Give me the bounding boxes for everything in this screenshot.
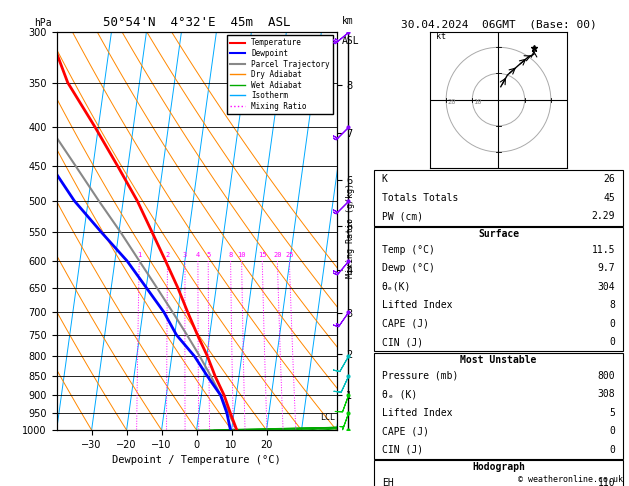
Text: 5: 5	[206, 252, 210, 258]
Text: 26: 26	[603, 174, 615, 184]
Text: Most Unstable: Most Unstable	[460, 355, 537, 364]
Text: 9.7: 9.7	[598, 263, 615, 273]
Text: Hodograph: Hodograph	[472, 462, 525, 472]
Text: Lifted Index: Lifted Index	[382, 300, 452, 310]
Text: 45: 45	[603, 193, 615, 203]
Text: CIN (J): CIN (J)	[382, 445, 423, 454]
Text: 110: 110	[598, 478, 615, 486]
Text: 10: 10	[237, 252, 246, 258]
Text: Pressure (mb): Pressure (mb)	[382, 371, 458, 381]
Text: 0: 0	[610, 337, 615, 347]
Text: PW (cm): PW (cm)	[382, 211, 423, 221]
Text: Dewp (°C): Dewp (°C)	[382, 263, 435, 273]
Text: 304: 304	[598, 282, 615, 292]
Text: © weatheronline.co.uk: © weatheronline.co.uk	[518, 474, 623, 484]
Text: hPa: hPa	[34, 17, 52, 28]
Text: θₑ (K): θₑ (K)	[382, 389, 417, 399]
Text: 30.04.2024  06GMT  (Base: 00): 30.04.2024 06GMT (Base: 00)	[401, 19, 596, 29]
Text: kt: kt	[436, 33, 446, 41]
Text: 8: 8	[228, 252, 233, 258]
Text: 3: 3	[183, 252, 187, 258]
Text: 8: 8	[610, 300, 615, 310]
Text: 25: 25	[285, 252, 294, 258]
Text: K: K	[382, 174, 387, 184]
Text: ASL: ASL	[342, 35, 360, 46]
Text: θₑ(K): θₑ(K)	[382, 282, 411, 292]
Text: 308: 308	[598, 389, 615, 399]
Text: 2.29: 2.29	[592, 211, 615, 221]
Text: CAPE (J): CAPE (J)	[382, 319, 429, 329]
Text: 11.5: 11.5	[592, 245, 615, 255]
Text: 0: 0	[610, 426, 615, 436]
Text: 2: 2	[165, 252, 170, 258]
Text: 0: 0	[610, 445, 615, 454]
Text: 20: 20	[447, 99, 456, 104]
Text: 5: 5	[610, 408, 615, 417]
Text: 0: 0	[610, 319, 615, 329]
Text: Surface: Surface	[478, 229, 519, 239]
Text: CAPE (J): CAPE (J)	[382, 426, 429, 436]
Text: 4: 4	[196, 252, 200, 258]
Text: Totals Totals: Totals Totals	[382, 193, 458, 203]
Text: LCL: LCL	[320, 413, 335, 422]
X-axis label: Dewpoint / Temperature (°C): Dewpoint / Temperature (°C)	[112, 455, 281, 466]
Text: Mixing Ratio (g/kg): Mixing Ratio (g/kg)	[346, 183, 355, 278]
Text: 1: 1	[137, 252, 142, 258]
Text: CIN (J): CIN (J)	[382, 337, 423, 347]
Text: Lifted Index: Lifted Index	[382, 408, 452, 417]
Text: 20: 20	[273, 252, 282, 258]
Text: 15: 15	[258, 252, 267, 258]
Text: 10: 10	[474, 99, 482, 104]
Text: EH: EH	[382, 478, 394, 486]
Legend: Temperature, Dewpoint, Parcel Trajectory, Dry Adiabat, Wet Adiabat, Isotherm, Mi: Temperature, Dewpoint, Parcel Trajectory…	[226, 35, 333, 114]
Text: Temp (°C): Temp (°C)	[382, 245, 435, 255]
Text: 800: 800	[598, 371, 615, 381]
Text: km: km	[342, 16, 354, 26]
Title: 50°54'N  4°32'E  45m  ASL: 50°54'N 4°32'E 45m ASL	[103, 16, 291, 29]
